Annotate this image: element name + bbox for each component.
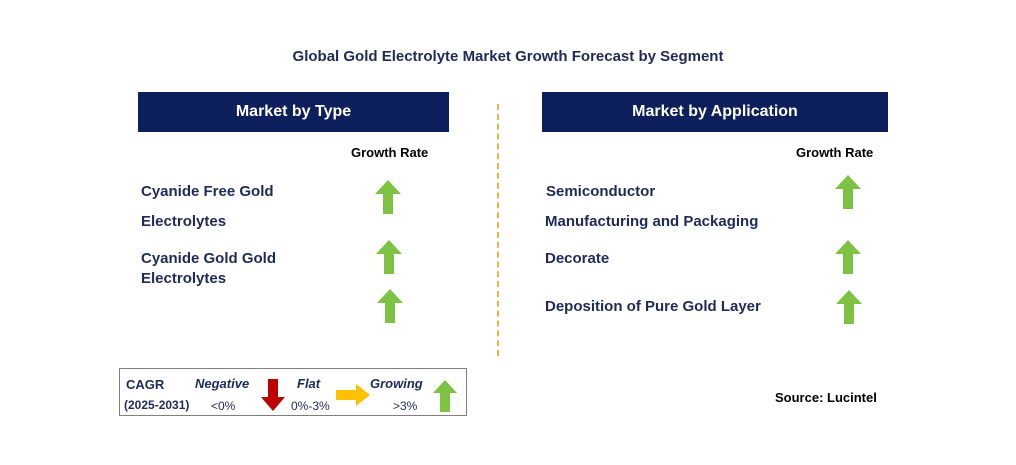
cagr-legend (119, 368, 467, 416)
legend-negative-label: Negative (195, 376, 250, 391)
type-item-2-line2: Electrolytes (141, 270, 227, 287)
type-item-2-line1: Cyanide Gold Gold (141, 250, 277, 267)
growing-arrow-icon (835, 240, 861, 274)
type-item-1-line1: Cyanide Free Gold (141, 183, 274, 200)
legend-cagr-label: CAGR (126, 377, 165, 392)
legend-negative-range: <0% (211, 399, 236, 413)
legend-flat-range: 0%-3% (291, 399, 330, 413)
growing-arrow-icon (836, 290, 862, 324)
application-item-1-line1: Semiconductor (546, 183, 656, 200)
application-item-2: Decorate (545, 250, 610, 267)
legend-growing-range: >3% (393, 399, 418, 413)
type-item-1-line2: Electrolytes (141, 213, 227, 230)
type-growth-rate-label: Growth Rate (351, 145, 429, 160)
chart-title: Global Gold Electrolyte Market Growth Fo… (292, 48, 724, 65)
source-label: Source: Lucintel (775, 390, 877, 405)
growing-arrow-icon (433, 380, 457, 412)
growing-arrow-icon (377, 289, 403, 323)
growing-arrow-icon (835, 175, 861, 209)
growing-arrow-icon (375, 180, 401, 214)
market-by-type-header: Market by Type (138, 92, 449, 132)
application-item-3: Deposition of Pure Gold Layer (545, 298, 761, 315)
legend-growing-label: Growing (370, 376, 423, 391)
negative-arrow-icon (261, 379, 285, 411)
panel-divider (497, 104, 499, 356)
legend-period: (2025-2031) (124, 398, 190, 412)
growing-arrow-icon (376, 240, 402, 274)
market-by-application-header: Market by Application (542, 92, 888, 132)
application-item-1-line2: Manufacturing and Packaging (545, 213, 759, 230)
application-growth-rate-label: Growth Rate (796, 145, 874, 160)
flat-arrow-icon (336, 384, 370, 406)
legend-flat-label: Flat (297, 376, 321, 391)
